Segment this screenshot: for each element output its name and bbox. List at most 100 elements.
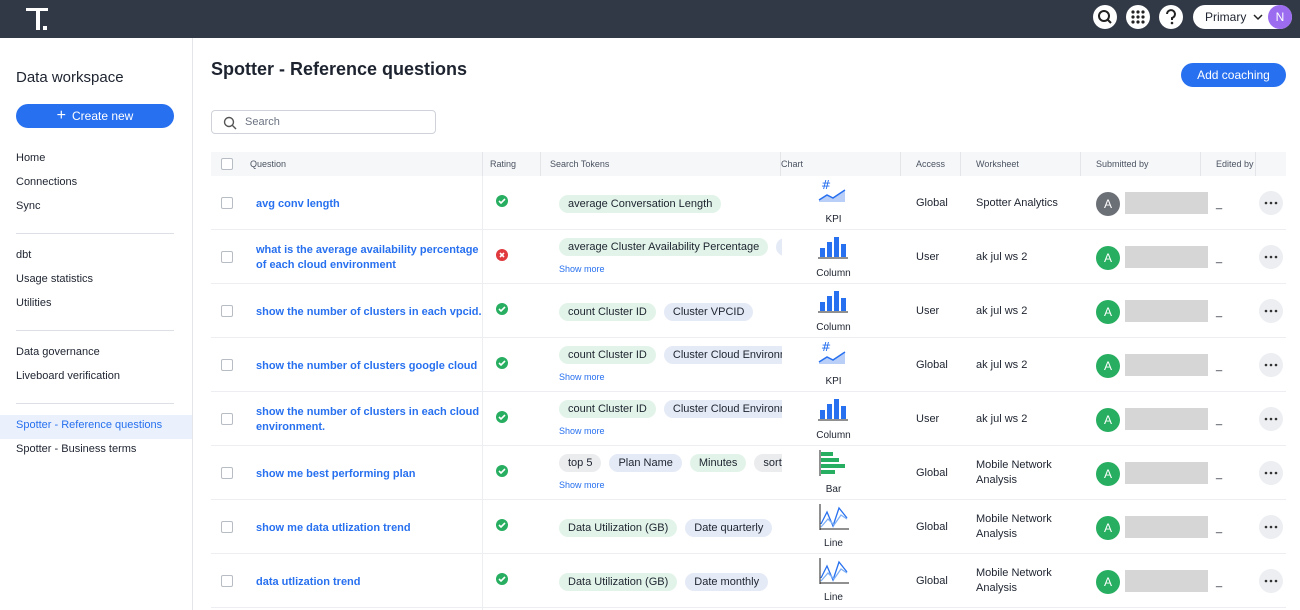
checkbox[interactable]: [221, 251, 233, 263]
edited-by: _: [1216, 198, 1223, 210]
column-header: Access: [916, 159, 946, 169]
token-chip: count Cluster ID: [559, 346, 656, 364]
show-more-link[interactable]: Show more: [559, 426, 605, 436]
more-button[interactable]: [1259, 245, 1283, 269]
token-list: average Cluster Availability Percentage C…: [559, 237, 782, 257]
help-button[interactable]: [1159, 5, 1183, 29]
chart-icon: [819, 504, 849, 530]
token-chip: Plan Name: [609, 454, 682, 472]
search-button[interactable]: [1093, 5, 1117, 29]
show-more-link[interactable]: Show more: [559, 264, 605, 274]
worksheet: ak jul ws 2: [976, 304, 1028, 317]
chart-label: KPI: [825, 376, 842, 387]
submitter-avatar: A: [1096, 516, 1120, 540]
token-list: Data Utilization (GB) Date quarterly: [559, 518, 782, 538]
nav-item[interactable]: Data governance: [16, 346, 100, 358]
search-icon: [223, 116, 237, 130]
more-button[interactable]: [1259, 353, 1283, 377]
access: User: [916, 413, 940, 425]
header-row: [211, 152, 1286, 176]
checkbox[interactable]: [221, 305, 233, 317]
apps-button[interactable]: [1126, 5, 1150, 29]
column-header: Edited by: [1216, 159, 1254, 169]
access: Global: [916, 197, 948, 209]
table-row[interactable]: data utlization trend Data Utilization (G…: [211, 554, 1286, 608]
chart-icon: #: [818, 180, 846, 202]
dots: [1264, 417, 1278, 421]
edited-by: _: [1216, 576, 1223, 588]
create-label: Create new: [71, 109, 134, 123]
question-link[interactable]: show the number of clusters in each clou…: [256, 406, 480, 433]
checkbox[interactable]: [221, 413, 233, 425]
worksheet: ak jul ws 2: [976, 412, 1028, 425]
submitter-avatar: A: [1096, 408, 1120, 432]
token-list: count Cluster ID Cluster VPCID: [559, 302, 782, 322]
plus-icon: +: [56, 107, 66, 124]
redacted-name: [1125, 300, 1208, 322]
column-divider: [482, 176, 483, 610]
chart-label: Line: [824, 592, 843, 603]
more-button[interactable]: [1259, 299, 1283, 323]
token-chip: Cluster Cloud Environment: [776, 238, 782, 256]
chart-label: Line: [824, 538, 843, 549]
search-box[interactable]: Search: [211, 110, 436, 134]
rating-icon: [496, 573, 508, 585]
table-row[interactable]: avg conv length average Conversation Leng…: [211, 176, 1286, 230]
more-button[interactable]: [1259, 191, 1283, 215]
question-link[interactable]: show me best performing plan: [256, 467, 416, 480]
table-row[interactable]: show me best performing plan top 5 Plan Na…: [211, 446, 1286, 500]
logo[interactable]: [24, 6, 52, 32]
show-more-link[interactable]: Show more: [559, 480, 605, 490]
token-list: top 5 Plan Name Minutes sort by: [559, 453, 782, 473]
question-link[interactable]: data utlization trend: [256, 575, 361, 588]
nav-item[interactable]: dbt: [16, 249, 32, 261]
nav-item[interactable]: Usage statistics: [16, 273, 94, 285]
nav-item[interactable]: Liveboard verification: [16, 370, 120, 382]
access: Global: [916, 359, 948, 371]
svg-text:#: #: [821, 180, 831, 192]
nav-item[interactable]: Sync: [16, 200, 41, 212]
more-button[interactable]: [1259, 515, 1283, 539]
nav-item[interactable]: Utilities: [16, 297, 52, 309]
checkbox[interactable]: [221, 158, 233, 170]
table-row[interactable]: show the number of clusters in each clou…: [211, 392, 1286, 446]
table-row[interactable]: show the number of clusters in each vpci…: [211, 284, 1286, 338]
column-header: Chart: [781, 159, 804, 169]
nav-item[interactable]: Connections: [16, 176, 78, 188]
account-menu[interactable]: Primary N: [1193, 5, 1292, 29]
nav-item[interactable]: Spotter - Reference questions: [16, 419, 163, 431]
checkbox[interactable]: [221, 359, 233, 371]
search-placeholder: Search: [245, 116, 280, 128]
more-button[interactable]: [1259, 461, 1283, 485]
checkbox[interactable]: [221, 467, 233, 479]
checkbox[interactable]: [221, 521, 233, 533]
redacted-name: [1125, 462, 1208, 484]
token-chip: count Cluster ID: [559, 400, 656, 418]
token-chip: Date monthly: [685, 573, 769, 591]
question-link[interactable]: show the number of clusters in each vpci…: [256, 305, 482, 318]
dots: [1264, 471, 1278, 475]
table-row[interactable]: what is the average availability percent…: [211, 230, 1286, 284]
checkbox[interactable]: [221, 197, 233, 209]
chart-label: Bar: [825, 484, 842, 495]
worksheet: Mobile Network Analysis: [976, 567, 1052, 594]
more-button[interactable]: [1259, 569, 1283, 593]
token-chip: Minutes: [689, 454, 747, 472]
nav-item[interactable]: Home: [16, 152, 46, 164]
table-row[interactable]: show the number of clusters google cloud…: [211, 338, 1286, 392]
question-link[interactable]: avg conv length: [256, 197, 340, 210]
question-link[interactable]: what is the average availability percent…: [256, 244, 479, 271]
create-button[interactable]: + Create new: [16, 104, 174, 128]
question-link[interactable]: show the number of clusters google cloud: [256, 359, 478, 372]
checkbox[interactable]: [221, 575, 233, 587]
column-header: Search Tokens: [550, 159, 610, 169]
more-button[interactable]: [1259, 407, 1283, 431]
add-coaching-button[interactable]: Add coaching: [1181, 63, 1286, 87]
worksheet: Spotter Analytics: [976, 196, 1058, 209]
question-link[interactable]: show me data utlization trend: [256, 521, 411, 534]
nav-item[interactable]: Spotter - Business terms: [16, 443, 137, 455]
submitter-avatar: A: [1096, 462, 1120, 486]
edited-by: _: [1216, 360, 1223, 372]
show-more-link[interactable]: Show more: [559, 372, 605, 382]
table-row[interactable]: show me data utlization trend Data Utiliz…: [211, 500, 1286, 554]
